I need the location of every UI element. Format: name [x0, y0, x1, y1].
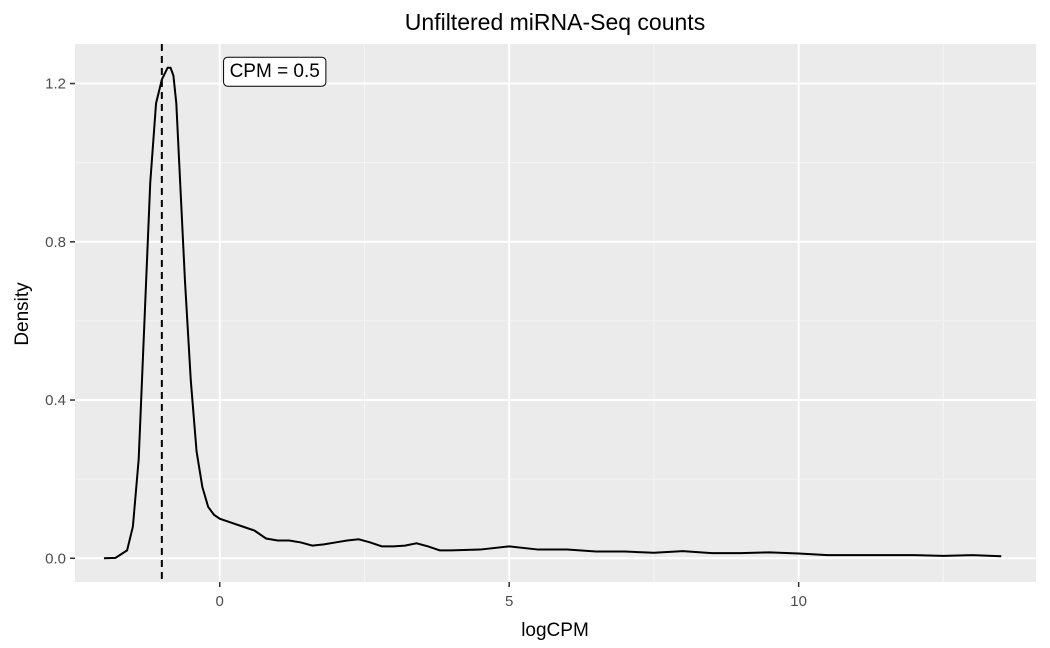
plot-panel — [75, 44, 1036, 582]
x-axis-ticks: 0 5 10 — [216, 582, 807, 610]
annotation-label: CPM = 0.5 — [230, 61, 320, 82]
y-tick-label: 0.0 — [45, 550, 66, 567]
y-axis-ticks: 0.0 0.4 0.8 1.2 — [45, 76, 75, 567]
y-tick-label: 0.8 — [45, 234, 66, 251]
x-tick-label: 5 — [505, 593, 513, 610]
y-axis-title: Density — [12, 282, 33, 346]
annotation-box — [223, 56, 327, 87]
cpm-annotation: CPM = 0.5 — [223, 56, 327, 87]
x-axis-title: logCPM — [521, 620, 589, 641]
x-tick-label: 0 — [216, 593, 224, 610]
y-tick-label: 0.4 — [45, 392, 66, 409]
chart-title: Unfiltered miRNA-Seq counts — [405, 9, 705, 35]
grid-minor-lines — [75, 44, 1036, 582]
y-tick-label: 1.2 — [45, 76, 66, 93]
density-curve — [103, 66, 1002, 560]
x-tick-label: 10 — [790, 593, 807, 610]
